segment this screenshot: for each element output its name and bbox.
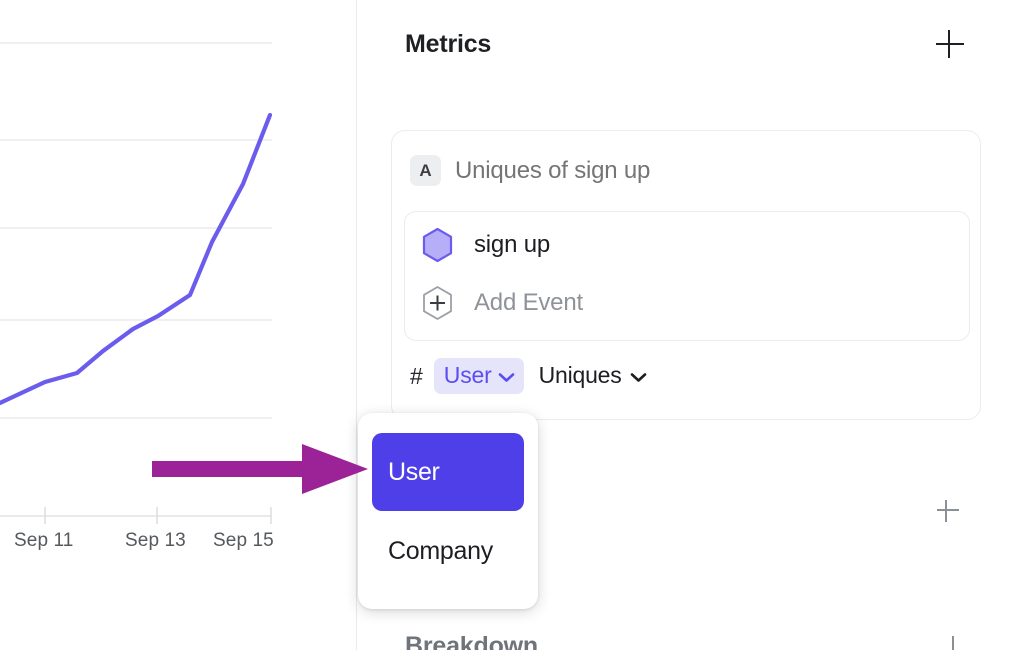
breakdown-header: Breakdown	[405, 628, 965, 650]
line-chart	[0, 42, 273, 524]
dropdown-option-label: Company	[388, 536, 493, 565]
entity-type-dropdown: User Company	[358, 413, 538, 609]
dropdown-option-label: User	[388, 457, 440, 486]
dropdown-option-company[interactable]: Company	[372, 523, 524, 579]
measure-selector[interactable]: Uniques	[533, 358, 651, 394]
events-card: sign up Add Event	[404, 211, 970, 341]
chart-series-line	[0, 112, 273, 406]
add-event-label: Add Event	[474, 289, 583, 316]
x-tick-label-0: Sep 11	[14, 530, 74, 551]
metrics-title: Metrics	[405, 29, 492, 58]
entity-type-value: User	[443, 362, 492, 388]
event-row[interactable]: sign up	[421, 221, 550, 269]
event-label: sign up	[474, 231, 550, 258]
metric-name-row: A	[410, 155, 935, 186]
metric-letter-badge: A	[410, 155, 441, 186]
breakdown-title: Breakdown	[405, 631, 538, 650]
metric-card: A sign up	[391, 130, 981, 420]
add-metric-plus-icon[interactable]	[935, 29, 965, 59]
pane-divider	[356, 0, 357, 650]
hexagon-plus-icon	[421, 285, 454, 321]
measure-value: Uniques	[538, 362, 622, 388]
breakdown-plus-partial-icon	[952, 636, 955, 650]
x-tick-label-1: Sep 13	[125, 530, 186, 551]
aggregation-row: # User Uniques	[410, 358, 651, 394]
chevron-down-icon	[498, 370, 515, 382]
chart-x-axis	[0, 507, 272, 524]
entity-type-selector[interactable]: User	[433, 358, 524, 394]
metric-name-input[interactable]	[455, 156, 935, 185]
chart-pane: Sep 11 Sep 13 Sep 15	[0, 0, 356, 650]
hash-icon: #	[410, 362, 423, 389]
chart-gridlines	[0, 42, 272, 419]
chevron-down-icon	[630, 370, 647, 382]
dropdown-option-user[interactable]: User	[372, 433, 524, 511]
metrics-header: Metrics	[405, 26, 965, 62]
x-tick-label-2: Sep 15	[213, 530, 274, 551]
add-breakdown-plus-icon[interactable]	[935, 498, 965, 528]
add-event-row[interactable]: Add Event	[421, 279, 583, 327]
hexagon-filled-icon	[421, 227, 454, 263]
